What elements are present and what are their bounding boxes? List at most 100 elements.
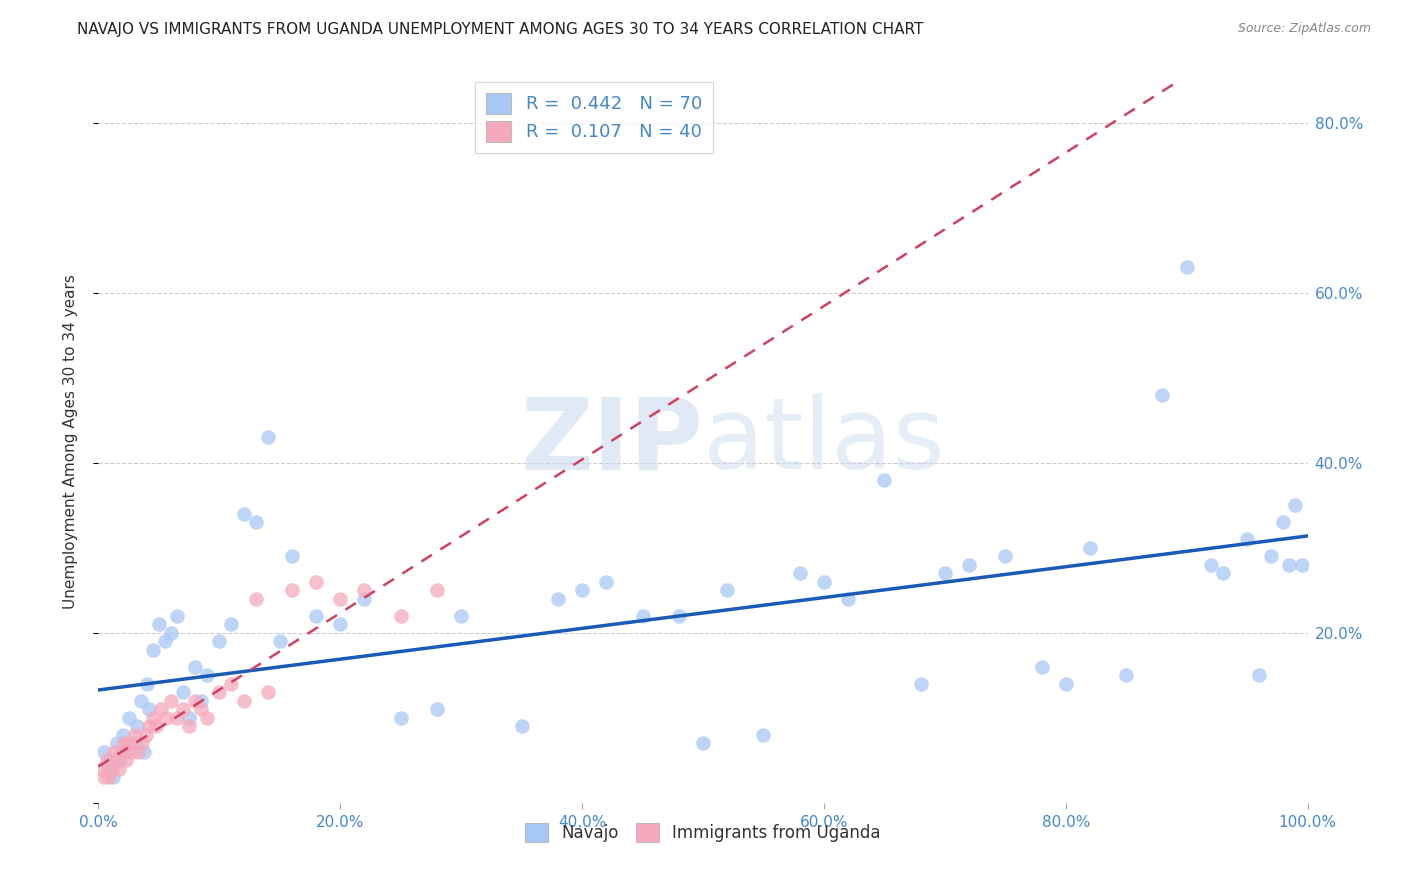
Point [1236, 533, 1258, 547]
Point [110, 745, 132, 759]
Point [135, 728, 157, 742]
Point [112, 736, 135, 750]
Point [1199, 558, 1222, 572]
Point [281, 583, 304, 598]
Point [208, 634, 231, 648]
Point [353, 583, 375, 598]
Point [103, 745, 125, 759]
Point [752, 728, 775, 742]
Point [813, 574, 835, 589]
Point [631, 608, 654, 623]
Point [114, 745, 136, 759]
Point [93, 770, 115, 784]
Point [115, 753, 138, 767]
Point [105, 753, 128, 767]
Point [1260, 549, 1282, 564]
Point [184, 660, 207, 674]
Point [124, 736, 146, 750]
Point [426, 702, 449, 716]
Point [245, 591, 267, 606]
Point [389, 608, 412, 623]
Point [160, 694, 183, 708]
Point [129, 694, 152, 708]
Point [108, 753, 131, 767]
Text: atlas: atlas [703, 393, 945, 490]
Point [1078, 541, 1101, 555]
Point [142, 642, 165, 657]
Point [1272, 516, 1295, 530]
Point [93, 745, 115, 759]
Point [148, 617, 170, 632]
Point [105, 736, 128, 750]
Point [101, 770, 124, 784]
Point [1278, 558, 1301, 572]
Point [134, 745, 156, 759]
Point [172, 685, 194, 699]
Point [108, 762, 131, 776]
Point [873, 473, 896, 487]
Y-axis label: Unemployment Among Ages 30 to 34 years: Unemployment Among Ages 30 to 34 years [63, 274, 77, 609]
Point [256, 685, 278, 699]
Point [166, 608, 188, 623]
Point [1115, 668, 1137, 682]
Point [305, 608, 328, 623]
Point [91, 762, 114, 776]
Point [692, 736, 714, 750]
Point [190, 694, 212, 708]
Point [172, 702, 194, 716]
Point [1212, 566, 1234, 581]
Point [111, 728, 134, 742]
Point [329, 591, 352, 606]
Point [281, 549, 304, 564]
Point [160, 625, 183, 640]
Point [221, 617, 243, 632]
Point [329, 617, 352, 632]
Point [124, 728, 146, 742]
Point [716, 583, 738, 598]
Point [426, 583, 449, 598]
Point [195, 668, 218, 682]
Point [153, 634, 176, 648]
Point [1152, 388, 1174, 402]
Point [547, 591, 569, 606]
Point [208, 685, 231, 699]
Point [127, 745, 149, 759]
Point [145, 719, 167, 733]
Point [142, 711, 165, 725]
Point [138, 702, 160, 716]
Point [155, 711, 177, 725]
Point [389, 711, 412, 725]
Point [100, 753, 122, 767]
Point [510, 719, 533, 733]
Point [837, 591, 859, 606]
Point [150, 702, 173, 716]
Point [232, 507, 254, 521]
Point [256, 430, 278, 444]
Point [957, 558, 980, 572]
Point [118, 711, 141, 725]
Legend: Navajo, Immigrants from Uganda: Navajo, Immigrants from Uganda [519, 816, 887, 848]
Point [1249, 668, 1271, 682]
Point [450, 608, 472, 623]
Point [120, 745, 142, 759]
Text: ZIP: ZIP [520, 393, 703, 490]
Point [135, 677, 157, 691]
Point [934, 566, 956, 581]
Point [571, 583, 593, 598]
Point [166, 711, 188, 725]
Point [100, 762, 122, 776]
Point [179, 711, 201, 725]
Point [190, 702, 212, 716]
Point [1284, 498, 1306, 512]
Point [353, 591, 375, 606]
Point [1291, 558, 1313, 572]
Point [1054, 677, 1077, 691]
Point [131, 736, 153, 750]
Point [910, 677, 932, 691]
Point [138, 719, 160, 733]
Point [595, 574, 617, 589]
Point [994, 549, 1017, 564]
Point [789, 566, 811, 581]
Point [97, 762, 120, 776]
Point [127, 719, 149, 733]
